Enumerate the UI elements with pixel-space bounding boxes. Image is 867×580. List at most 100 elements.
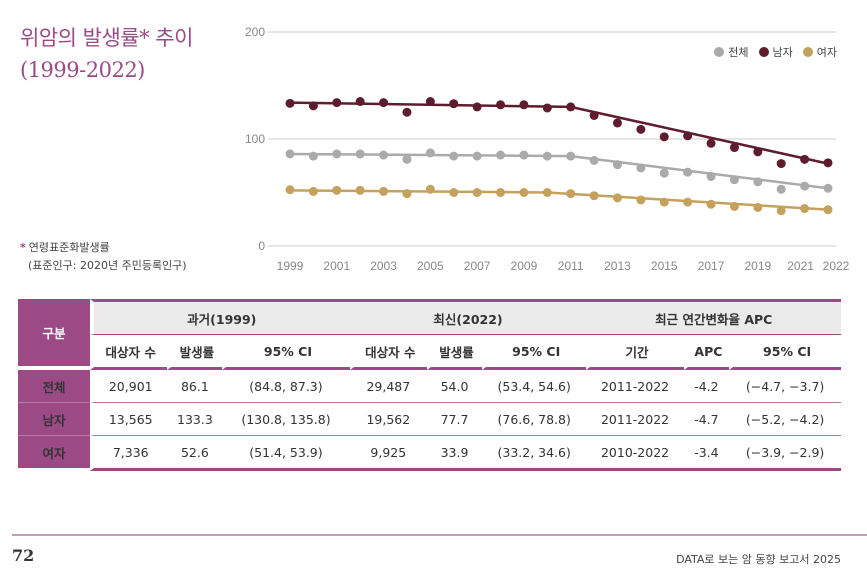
- table-corner-header: 구분: [18, 299, 90, 370]
- table-cell: 33.9: [427, 436, 482, 471]
- x-tick-label: 2017: [698, 259, 725, 273]
- data-point: [472, 102, 482, 112]
- footnote: * 연령표준화발생률 (표준인구: 2020년 주민등록인구): [20, 239, 187, 275]
- legend-item-total: 전체: [714, 44, 749, 60]
- data-point: [379, 98, 389, 108]
- x-tick-label: 2013: [604, 259, 631, 273]
- data-point: [496, 188, 506, 197]
- data-point: [636, 195, 646, 205]
- table-row: 남자 13,565 133.3 (130.8, 135.8) 19,562 77…: [18, 403, 841, 436]
- x-tick-label: 2007: [464, 259, 491, 273]
- data-point: [706, 171, 716, 181]
- data-point: [612, 160, 622, 170]
- table-cell: (53.4, 54.6): [481, 370, 587, 403]
- series-0: [285, 148, 833, 194]
- data-point: [729, 143, 739, 153]
- row-label-male: 남자: [18, 403, 90, 436]
- table-cell: -3.4: [683, 436, 730, 471]
- data-point: [800, 154, 810, 164]
- x-tick-label: 2001: [323, 259, 350, 273]
- data-point: [753, 147, 763, 157]
- table-cell: 133.3: [167, 403, 223, 436]
- legend-item-female: 여자: [802, 44, 837, 60]
- data-point: [776, 159, 786, 169]
- legend-dot-female-icon: [802, 47, 813, 57]
- incidence-table: 구분 과거(1999) 최신(2022) 최근 연간변화율 APC 대상자 수 …: [18, 299, 841, 471]
- data-point: [823, 183, 833, 193]
- table-cell: (76.6, 78.8): [481, 403, 587, 436]
- data-point: [425, 148, 435, 158]
- data-point: [449, 188, 459, 197]
- subheader-apc-period: 기간: [586, 335, 684, 370]
- data-point: [776, 184, 786, 194]
- data-point: [355, 97, 365, 107]
- group-header-apc: 최근 연간변화율 APC: [586, 299, 841, 335]
- table-cell: 29,487: [349, 370, 428, 403]
- data-point: [729, 175, 739, 185]
- data-point: [612, 193, 622, 203]
- table-cell: -4.7: [683, 403, 730, 436]
- data-point: [332, 185, 342, 195]
- subheader-latest-ci: 95% CI: [481, 335, 587, 370]
- data-point: [355, 149, 365, 159]
- table-cell: 2011-2022: [586, 403, 684, 436]
- data-point: [542, 151, 552, 161]
- group-header-past: 과거(1999): [90, 299, 350, 335]
- table-cell: (−3.9, −2.9): [729, 436, 841, 471]
- subheader-latest-rate: 발생률: [427, 335, 482, 370]
- legend-label-female: 여자: [816, 46, 837, 59]
- data-point: [659, 197, 669, 207]
- x-tick-label: 2021: [787, 259, 814, 273]
- table-cell: (−4.7, −3.7): [729, 370, 841, 403]
- data-point: [472, 151, 482, 161]
- data-point: [683, 197, 693, 207]
- x-tick-label: 2005: [417, 259, 444, 273]
- data-point: [706, 138, 716, 148]
- asterisk-icon: *: [20, 241, 26, 254]
- footnote-line-2: (표준인구: 2020년 주민등록인구): [28, 259, 187, 272]
- data-point: [285, 185, 295, 195]
- data-point: [683, 131, 693, 141]
- subheader-past-ci: 95% CI: [222, 335, 350, 370]
- data-point: [308, 101, 318, 111]
- y-tick-label: 0: [258, 239, 265, 253]
- table-cell: (130.8, 135.8): [222, 403, 350, 436]
- data-point: [706, 199, 716, 209]
- publication-name: DATA로 보는 암 동향 보고서 2025: [676, 553, 841, 566]
- data-point: [285, 98, 295, 108]
- data-point: [589, 110, 599, 120]
- table-cell: 9,925: [349, 436, 428, 471]
- x-axis-ticks: 1999 2001 2003 2005 2007 2009 2011 2013 2015 2017…: [277, 259, 850, 273]
- data-point: [776, 206, 786, 216]
- table-cell: 54.0: [427, 370, 482, 403]
- data-point: [425, 184, 435, 194]
- data-point: [566, 102, 576, 112]
- page-title: 위암의 발생률* 추이 (1999-2022): [20, 22, 193, 86]
- data-point: [566, 151, 576, 161]
- y-tick-label: 100: [245, 132, 265, 146]
- data-point: [729, 201, 739, 211]
- data-point: [332, 98, 342, 108]
- series-2: [285, 184, 833, 216]
- subheader-latest-count: 대상자 수: [349, 335, 428, 370]
- legend-label-total: 전체: [728, 46, 749, 59]
- row-label-female: 여자: [18, 436, 90, 471]
- table-cell: 20,901: [90, 370, 168, 403]
- data-point: [379, 150, 389, 160]
- table-cell: 77.7: [427, 403, 482, 436]
- data-point: [402, 154, 412, 164]
- group-header-latest: 최신(2022): [349, 299, 587, 335]
- data-point: [612, 118, 622, 128]
- data-point: [355, 185, 365, 195]
- data-point: [449, 99, 459, 109]
- row-label-total: 전체: [18, 370, 90, 403]
- table-cell: 2010-2022: [586, 436, 684, 471]
- data-point: [659, 168, 669, 178]
- data-point: [683, 167, 693, 177]
- data-point: [519, 150, 529, 160]
- table-cell: -4.2: [683, 370, 730, 403]
- data-point: [402, 189, 412, 199]
- x-tick-label: 2009: [511, 259, 538, 273]
- x-tick-label: 2003: [370, 259, 397, 273]
- table-row: 전체 20,901 86.1 (84.8, 87.3) 29,487 54.0 …: [18, 370, 841, 403]
